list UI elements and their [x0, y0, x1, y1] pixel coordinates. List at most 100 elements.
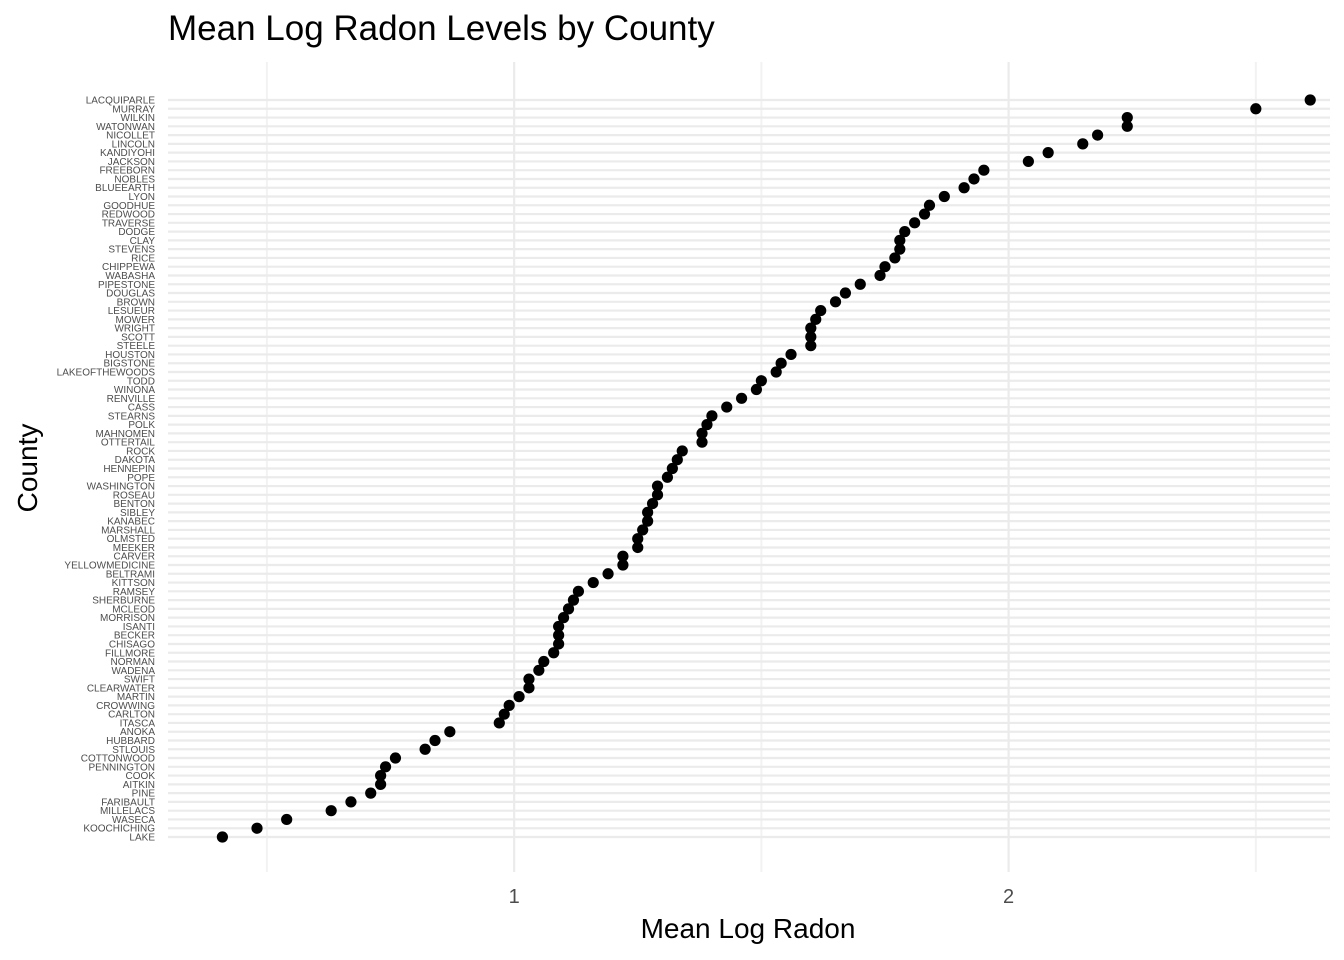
- data-point: [572, 585, 585, 597]
- data-point: [325, 805, 337, 817]
- data-point: [899, 226, 911, 238]
- y-tick-label: OLMSTED: [107, 534, 155, 545]
- data-point: [918, 208, 931, 220]
- data-point: [805, 340, 817, 352]
- y-tick-label: COTTONWOOD: [81, 754, 155, 765]
- data-point: [755, 375, 767, 387]
- data-point: [548, 647, 560, 659]
- y-tick-label: KOOCHICHING: [83, 824, 155, 835]
- x-axis-title: Mean Log Radon: [641, 913, 856, 944]
- data-point: [389, 752, 402, 764]
- data-point: [894, 243, 906, 255]
- y-tick-label: CARVER: [114, 552, 156, 563]
- data-point: [651, 489, 664, 501]
- y-tick-label: KANABEC: [107, 517, 155, 528]
- grid: [168, 62, 1330, 872]
- data-point: [587, 576, 599, 589]
- y-tick-label: CHIPPEWA: [102, 262, 155, 273]
- data-point: [503, 699, 515, 711]
- data-point: [839, 287, 852, 299]
- data-points: [216, 94, 1316, 843]
- data-point: [1042, 147, 1054, 159]
- y-tick-label: PIPESTONE: [98, 280, 155, 291]
- y-tick-label: AITKIN: [123, 780, 155, 791]
- y-tick-label: YELLOWMEDICINE: [64, 561, 155, 572]
- data-point: [617, 559, 629, 571]
- data-point: [553, 629, 565, 641]
- y-tick-label: PENNINGTON: [89, 762, 156, 773]
- y-tick-label: NORMAN: [111, 657, 155, 668]
- y-tick-label: ANOKA: [120, 727, 155, 738]
- data-point: [365, 787, 377, 799]
- y-tick-label: RAMSEY: [113, 587, 156, 598]
- data-point: [938, 190, 950, 203]
- data-point: [874, 269, 886, 282]
- data-point: [498, 708, 510, 720]
- y-tick-label: TODD: [127, 376, 155, 387]
- y-axis-title: County: [12, 424, 43, 513]
- y-tick-label: LINCOLN: [112, 139, 155, 150]
- y-tick-label: STEELE: [117, 341, 156, 352]
- y-tick-label: CASS: [128, 403, 156, 414]
- data-point: [661, 471, 674, 483]
- y-tick-label: SHERBURNE: [92, 596, 155, 607]
- y-tick-label: MAHNOMEN: [96, 429, 155, 440]
- data-point: [706, 410, 718, 422]
- data-point: [1304, 94, 1316, 106]
- data-point: [1250, 103, 1262, 115]
- data-point: [251, 822, 263, 834]
- y-tick-label: KITTSON: [112, 578, 155, 589]
- y-tick-label: CARLTON: [108, 710, 155, 721]
- y-tick-label: DODGE: [118, 227, 155, 238]
- y-tick-label: CLAY: [130, 236, 156, 247]
- y-tick-label: BECKER: [114, 631, 155, 642]
- y-tick-label: MCLEOD: [112, 604, 155, 615]
- y-tick-label: WRIGHT: [114, 324, 155, 335]
- chart-title: Mean Log Radon Levels by County: [168, 9, 715, 48]
- data-point: [810, 313, 822, 325]
- data-point: [1121, 111, 1133, 124]
- data-point: [770, 366, 782, 378]
- data-point: [419, 743, 431, 755]
- data-point: [567, 594, 580, 606]
- data-point: [602, 568, 614, 580]
- data-point: [815, 304, 827, 317]
- data-point: [696, 427, 708, 440]
- y-tick-label: BIGSTONE: [104, 359, 156, 370]
- data-point: [666, 462, 678, 475]
- data-point: [701, 419, 713, 431]
- y-tick-label: REDWOOD: [102, 210, 155, 221]
- y-tick-label: ITASCA: [120, 718, 156, 729]
- y-tick-label: MORRISON: [100, 613, 155, 624]
- data-point: [646, 497, 659, 510]
- data-point: [735, 392, 748, 404]
- y-tick-label: MEEKER: [113, 543, 155, 554]
- y-tick-label: HOUSTON: [105, 350, 155, 361]
- y-tick-label: CLEARWATER: [87, 683, 155, 694]
- data-point: [632, 533, 644, 545]
- y-tick-label: DOUGLAS: [106, 289, 155, 300]
- y-tick-label: STEARNS: [108, 411, 156, 422]
- data-point: [493, 717, 505, 729]
- data-point: [553, 638, 565, 650]
- y-tick-label: BROWN: [117, 297, 155, 308]
- y-tick-label: SCOTT: [121, 332, 155, 343]
- data-point: [642, 515, 654, 527]
- data-point: [805, 331, 817, 343]
- data-point: [696, 436, 708, 448]
- data-point: [375, 769, 387, 782]
- data-point: [889, 252, 901, 264]
- y-tick-label: WILKIN: [121, 113, 155, 124]
- y-tick-label: WADENA: [111, 666, 155, 677]
- x-tick-label: 2: [1003, 886, 1014, 908]
- data-point: [429, 734, 441, 747]
- data-point: [557, 612, 570, 624]
- data-point: [523, 682, 535, 694]
- y-tick-label: POPE: [127, 473, 155, 484]
- y-tick-label: WATONWAN: [96, 122, 155, 133]
- data-point: [958, 182, 970, 194]
- y-tick-label: LESUEUR: [108, 306, 155, 317]
- data-point: [513, 691, 525, 703]
- y-tick-label: CHISAGO: [109, 639, 155, 650]
